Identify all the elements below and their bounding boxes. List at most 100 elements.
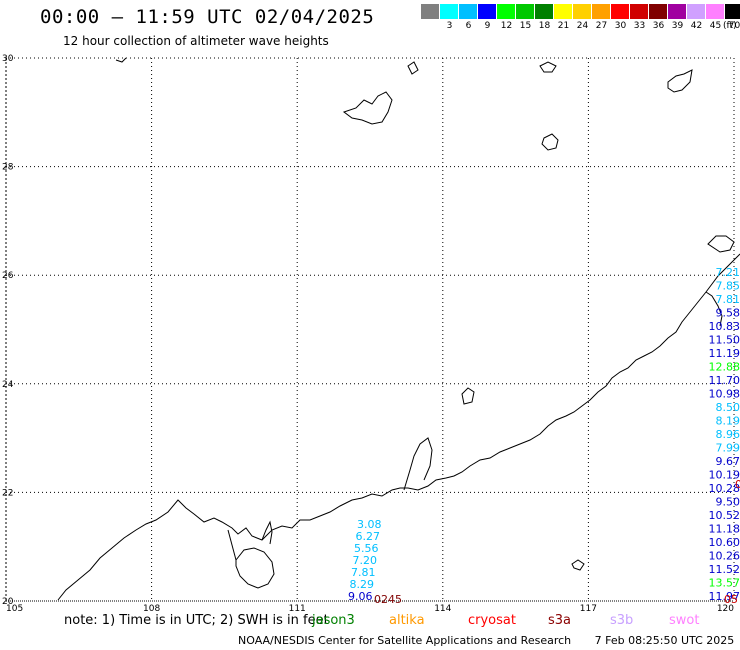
longitude-tick-label: 111 <box>289 604 306 614</box>
colorbar-tick-label: 42 <box>690 21 703 31</box>
wave-height-label: 10.19 <box>709 469 740 482</box>
lake-north-fragment <box>539 61 557 73</box>
colorbar-swatch <box>668 4 687 19</box>
longitude-tick-label: 114 <box>434 604 451 614</box>
latitude-tick-label: 30 <box>2 54 14 64</box>
colorbar-tick-label: 30 <box>614 21 627 31</box>
colorbar-swatch <box>535 4 554 19</box>
mission-legend-item: jason3 <box>312 613 355 628</box>
colorbar-swatch <box>440 4 459 19</box>
wave-height-label: 7.81 <box>716 293 740 306</box>
mission-legend-item: s3b <box>610 613 634 628</box>
colorbar-tick-label: 21 <box>557 21 570 31</box>
longitude-tick-label: 117 <box>580 604 597 614</box>
colorbar-tick-label: 15 <box>519 21 532 31</box>
latitude-tick-label: 26 <box>2 271 14 281</box>
track-labels: 3.086.275.567.207.818.299.067.217.857.81… <box>348 266 740 606</box>
colorbar-unit: (ft) <box>723 21 737 31</box>
latitude-tick-label: 28 <box>2 163 14 173</box>
lake-ne-fragment <box>707 235 735 253</box>
colorbar-swatch <box>573 4 592 19</box>
wave-height-label: 7.99 <box>716 442 740 455</box>
colorbar-swatch <box>459 4 478 19</box>
colorbar-swatch <box>554 4 573 19</box>
credit-text: NOAA/NESDIS Center for Satellite Applica… <box>238 634 572 647</box>
footer-credit: NOAA/NESDIS Center for Satellite Applica… <box>238 634 734 647</box>
colorbar-swatch <box>497 4 516 19</box>
footer-note: note: 1) Time is in UTC; 2) SWH is in fe… <box>64 613 329 628</box>
generated-timestamp: 7 Feb 08:25:50 UTC 2025 <box>594 634 735 647</box>
wave-height-label: 10.26 <box>709 550 740 563</box>
wave-height-label: 11.52 <box>709 563 740 576</box>
mission-legend-item: s3a <box>548 613 572 628</box>
latitude-tick-label: 22 <box>2 488 13 498</box>
colorbar-swatch <box>687 4 706 19</box>
graticule <box>5 57 735 602</box>
colorbar-tick-label: 39 <box>671 21 684 31</box>
colorbar-swatch <box>421 4 440 19</box>
taiwan-coast-fragment <box>705 291 723 327</box>
gulf-of-tonkin-coast <box>227 529 237 561</box>
wave-height-label: 9.58 <box>716 307 740 320</box>
colorbar-swatch <box>725 4 740 19</box>
wave-height-label: 10.98 <box>709 388 740 401</box>
wave-height-label: 9.06 <box>348 590 373 603</box>
lake-small-2 <box>461 387 475 405</box>
china-coastline <box>57 253 740 601</box>
colorbar-swatch <box>630 4 649 19</box>
colorbar-tick-label: 12 <box>500 21 513 31</box>
mission-legend-item: swot <box>669 613 700 628</box>
wave-height-label: 9.50 <box>716 496 740 509</box>
wave-height-label: 10.28 <box>709 482 740 495</box>
wave-height-label: 8.29 <box>350 578 375 591</box>
map-title: 00:00 – 11:59 UTC 02/04/2025 <box>40 6 375 28</box>
wave-height-label: 11.19 <box>709 347 740 360</box>
colorbar-tick-label: 18 <box>538 21 551 31</box>
mission-legend-item: altika <box>389 613 425 628</box>
wave-height-label: 10.52 <box>709 509 740 522</box>
colorbar-swatch <box>611 4 630 19</box>
latitude-tick-label: 24 <box>2 380 14 390</box>
wave-height-label: 10.60 <box>709 536 740 549</box>
lake-mid-north <box>407 61 419 75</box>
colorbar-tick-label: 70 <box>728 21 740 31</box>
longitude-tick-label: 108 <box>143 604 160 614</box>
hainan-island <box>235 547 275 589</box>
mission-legend-item: cryosat <box>468 613 516 628</box>
colorbar-tick-label: 27 <box>595 21 608 31</box>
longitude-tick-label: 120 <box>717 604 734 614</box>
wave-height-label: 7.21 <box>716 266 740 279</box>
colorbar-tick-label: 3 <box>446 21 453 31</box>
colorbar-tick-label: 9 <box>484 21 491 31</box>
colorbar-tick-label: 6 <box>465 21 472 31</box>
leizhou-peninsula <box>261 520 273 545</box>
pearl-river-islands <box>403 437 433 491</box>
pass-time-label: 05 <box>724 593 738 606</box>
wave-height-label: 3.08 <box>357 518 382 531</box>
wave-height-label: 6.27 <box>356 530 381 543</box>
lake-taihu <box>342 91 393 125</box>
map-axes: 105 108 111 114 117 120 30 28 26 24 22 20 <box>2 54 734 614</box>
wave-height-label: 9.67 <box>716 455 740 468</box>
wave-height-label: 11.70 <box>709 374 740 387</box>
map-subtitle: 12 hour collection of altimeter wave hei… <box>63 34 329 48</box>
coastline <box>57 57 740 601</box>
lake-small-1 <box>541 133 559 151</box>
colorbar-swatch <box>478 4 497 19</box>
colorbar-swatch <box>516 4 535 19</box>
wave-height-label: 10.83 <box>709 320 740 333</box>
wave-height-label: 8.96 <box>716 428 740 441</box>
wave-height-label: 7.20 <box>353 554 378 567</box>
lake-north-edge <box>115 57 127 63</box>
latitude-tick-label: 20 <box>2 597 14 607</box>
wave-height-label: 8.19 <box>716 415 740 428</box>
colorbar-tick-label: 36 <box>652 21 665 31</box>
colorbar-swatch <box>706 4 725 19</box>
wave-height-label: 7.81 <box>351 566 376 579</box>
colorbar-tick-label: 45 <box>709 21 722 31</box>
wave-height-label: 12.88 <box>709 361 740 374</box>
lake-dongting <box>667 69 693 93</box>
wave-height-label: 7.85 <box>716 280 740 293</box>
islet-south <box>571 559 585 571</box>
